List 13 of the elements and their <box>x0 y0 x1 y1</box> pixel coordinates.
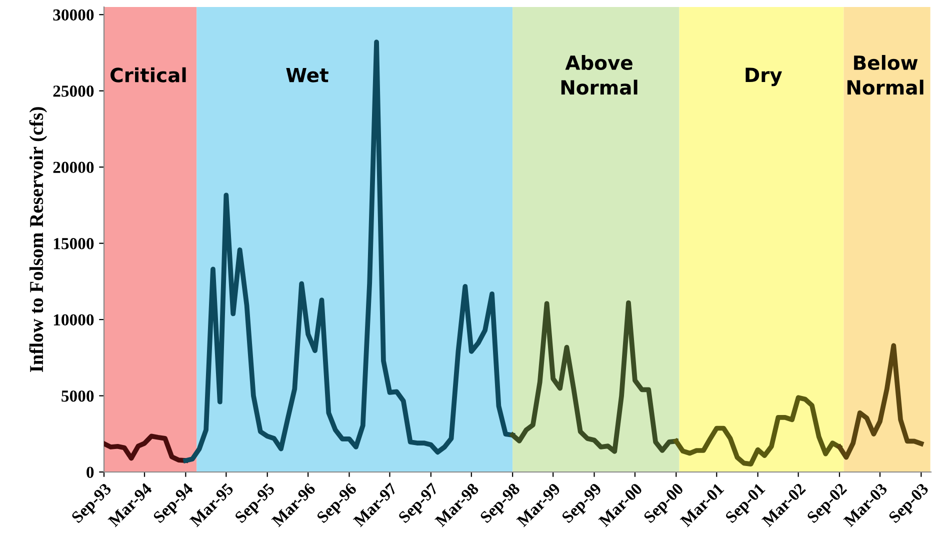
band-label: Above Normal <box>561 54 638 95</box>
band-label: Dry <box>746 68 782 86</box>
y-tick-label: 0 <box>86 466 94 478</box>
y-tick-label: 5000 <box>62 390 94 402</box>
band-label: Critical <box>110 67 186 82</box>
y-tick-label: 15000 <box>54 238 94 250</box>
y-tick-label: 10000 <box>54 314 94 326</box>
band-label: Below Normal <box>847 54 924 95</box>
y-tick-label: 30000 <box>53 9 94 21</box>
band-label: Wet <box>286 68 328 82</box>
y-axis-title: Inflow to Folsom Reservoir (cfs) <box>29 107 48 372</box>
y-tick-label: 20000 <box>53 162 94 174</box>
y-tick-label: 25000 <box>53 86 94 97</box>
